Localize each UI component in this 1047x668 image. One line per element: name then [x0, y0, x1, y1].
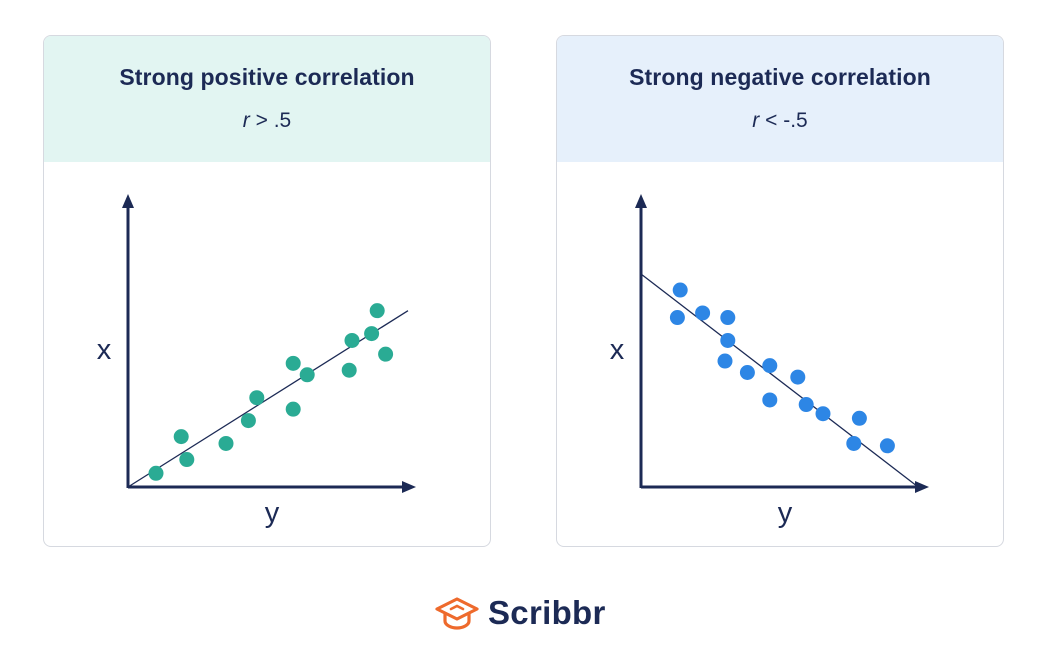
data-point	[218, 435, 234, 451]
subtitle-condition: < -.5	[759, 109, 808, 132]
data-point	[846, 435, 862, 451]
data-point	[695, 305, 711, 321]
x-axis-label: y	[778, 497, 793, 529]
data-point	[762, 392, 778, 408]
scatter-plot-positive: yx	[97, 194, 416, 529]
subtitle-condition: > .5	[249, 109, 292, 132]
scatter-plot-negative: yx	[610, 194, 929, 529]
x-axis-label: y	[265, 497, 280, 529]
chart-title: Strong negative correlation	[629, 64, 931, 90]
data-point	[672, 282, 688, 298]
data-point	[240, 413, 256, 429]
data-point	[285, 401, 301, 417]
data-point	[879, 438, 895, 454]
data-point	[364, 326, 380, 342]
graduation-cap-icon	[435, 597, 479, 630]
logo-text: Scribbr	[488, 594, 606, 631]
x-axis-arrow	[402, 481, 416, 493]
data-point	[790, 369, 806, 385]
chart-subtitle: r < -.5	[752, 109, 807, 133]
data-point	[285, 355, 301, 371]
data-point	[669, 310, 685, 326]
subtitle-variable: r	[752, 109, 760, 132]
data-point	[249, 390, 265, 406]
data-point	[179, 452, 195, 468]
panel-header-negative: Strong negative correlation r < -.5	[557, 36, 1003, 162]
chart-subtitle: r > .5	[243, 109, 291, 133]
data-point	[815, 406, 831, 422]
data-point	[798, 397, 814, 413]
y-axis-arrow	[635, 194, 647, 208]
data-point	[720, 332, 736, 348]
trend-line	[127, 310, 409, 488]
subtitle-variable: r	[242, 109, 250, 132]
data-point	[344, 332, 360, 348]
y-axis-label: x	[97, 334, 112, 366]
y-axis-arrow	[122, 194, 134, 208]
x-axis-arrow	[915, 481, 929, 493]
data-point	[762, 358, 778, 374]
data-point	[739, 365, 755, 380]
data-point	[717, 353, 733, 369]
data-point	[720, 310, 736, 326]
scribbr-logo: Scribbr	[434, 594, 606, 632]
data-point	[851, 410, 867, 426]
data-point	[299, 367, 315, 383]
chart-title: Strong positive correlation	[119, 64, 415, 90]
data-point	[173, 429, 189, 445]
trend-line	[640, 273, 919, 488]
data-point	[148, 465, 164, 481]
data-point	[341, 362, 357, 378]
panel-header-positive: Strong positive correlation r > .5	[44, 36, 490, 162]
data-point	[378, 346, 394, 362]
y-axis-label: x	[610, 334, 625, 366]
data-point	[369, 303, 385, 319]
